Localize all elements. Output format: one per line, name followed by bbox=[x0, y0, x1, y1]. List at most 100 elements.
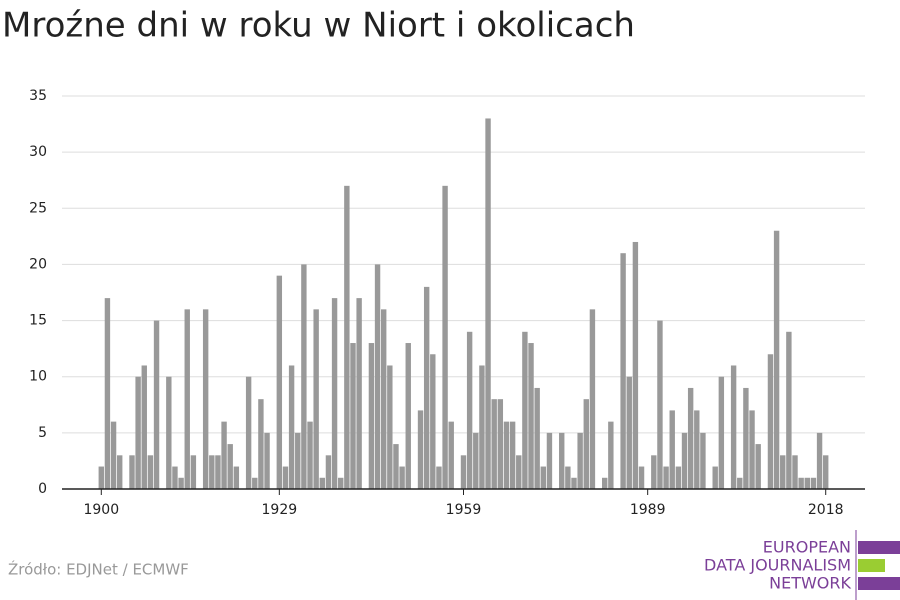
bar bbox=[632, 241, 639, 489]
bar bbox=[559, 432, 565, 489]
bar bbox=[405, 343, 411, 489]
bar bbox=[823, 455, 829, 489]
bar bbox=[792, 455, 798, 489]
bar bbox=[104, 298, 111, 489]
bar bbox=[184, 309, 190, 489]
y-tick-label: 30 bbox=[29, 144, 47, 160]
bar bbox=[307, 421, 313, 489]
bar bbox=[147, 455, 154, 489]
logo-text: DATA JOURNALISM bbox=[704, 556, 851, 575]
bar bbox=[338, 477, 344, 489]
bar bbox=[380, 309, 387, 489]
logo-bar bbox=[858, 541, 900, 554]
bar bbox=[743, 387, 749, 489]
bar bbox=[153, 320, 160, 489]
source: Źródło: EDJNet / ECMWF bbox=[8, 560, 189, 579]
bar bbox=[393, 444, 399, 489]
bar bbox=[694, 410, 700, 489]
bar bbox=[608, 421, 614, 489]
bar bbox=[215, 455, 221, 489]
x-tick-label: 1929 bbox=[262, 502, 298, 518]
bar bbox=[374, 264, 381, 489]
bar bbox=[804, 477, 810, 489]
bar bbox=[430, 354, 436, 489]
bar bbox=[497, 399, 504, 489]
bar bbox=[466, 331, 473, 489]
bar bbox=[301, 264, 307, 489]
bar bbox=[221, 421, 227, 489]
bar bbox=[448, 421, 454, 489]
bar bbox=[651, 455, 657, 489]
bar bbox=[528, 343, 534, 489]
bar bbox=[479, 365, 485, 489]
bar bbox=[681, 432, 688, 489]
bar bbox=[700, 432, 706, 489]
bar bbox=[387, 365, 393, 489]
bar bbox=[245, 376, 252, 489]
bar bbox=[773, 230, 780, 489]
x-tick-label: 1959 bbox=[446, 502, 482, 518]
bar bbox=[749, 410, 755, 489]
bar bbox=[687, 387, 694, 489]
x-tick-label: 1989 bbox=[630, 502, 666, 518]
bar bbox=[344, 185, 350, 490]
bar bbox=[491, 399, 497, 489]
bar bbox=[786, 331, 792, 489]
bar bbox=[423, 286, 430, 489]
bar bbox=[601, 477, 608, 489]
bar bbox=[233, 466, 240, 489]
logo: EUROPEAN DATA JOURNALISM NETWORK bbox=[704, 530, 900, 600]
bar bbox=[399, 466, 405, 489]
bar bbox=[534, 387, 540, 489]
bar bbox=[117, 455, 123, 489]
bar bbox=[589, 309, 596, 489]
bar bbox=[571, 477, 577, 489]
bar bbox=[577, 432, 583, 489]
y-tick-label: 10 bbox=[29, 369, 47, 385]
logo-text: EUROPEAN bbox=[763, 538, 851, 557]
bar bbox=[190, 455, 197, 489]
bar bbox=[485, 118, 491, 489]
bar bbox=[663, 466, 669, 489]
x-tick-label: 1900 bbox=[83, 502, 119, 518]
bar bbox=[712, 466, 718, 489]
bar bbox=[417, 410, 424, 489]
bar bbox=[325, 455, 332, 489]
bar bbox=[620, 253, 626, 489]
bar bbox=[442, 185, 448, 490]
bar bbox=[295, 432, 301, 489]
y-tick-label: 15 bbox=[29, 313, 47, 329]
logo-bar bbox=[858, 559, 885, 572]
bar bbox=[276, 275, 283, 489]
bar bbox=[522, 331, 528, 489]
bar bbox=[172, 466, 178, 489]
bar bbox=[436, 466, 442, 489]
x-tick-label: 2018 bbox=[808, 502, 844, 518]
bar bbox=[331, 298, 338, 489]
bar bbox=[669, 410, 675, 489]
bar bbox=[473, 432, 479, 489]
bar bbox=[503, 421, 510, 489]
y-tick-label: 35 bbox=[29, 88, 47, 104]
bar bbox=[209, 455, 215, 489]
bar bbox=[798, 477, 804, 489]
y-tick-label: 25 bbox=[29, 200, 47, 216]
y-tick-label: 5 bbox=[38, 425, 47, 441]
bar bbox=[202, 309, 209, 489]
bar bbox=[98, 466, 104, 489]
bar bbox=[540, 466, 547, 489]
bar bbox=[780, 455, 786, 489]
bar bbox=[675, 466, 682, 489]
bar bbox=[129, 455, 135, 489]
bar bbox=[252, 477, 258, 489]
bar bbox=[141, 365, 147, 489]
bar bbox=[565, 466, 571, 489]
bar bbox=[264, 432, 270, 489]
bar bbox=[810, 477, 817, 489]
bar bbox=[583, 399, 589, 489]
bar bbox=[638, 466, 645, 489]
bar bbox=[460, 455, 467, 489]
bar bbox=[730, 365, 737, 489]
logo-text: NETWORK bbox=[769, 574, 851, 593]
